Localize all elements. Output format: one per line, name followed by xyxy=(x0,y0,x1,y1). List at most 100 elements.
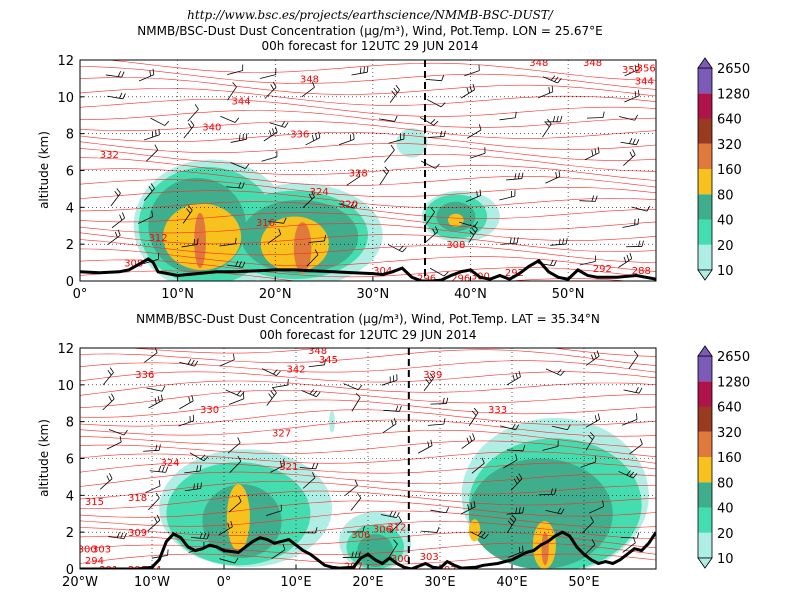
wind-barb-flag xyxy=(545,121,550,128)
wind-barb-flag xyxy=(188,396,191,403)
wind-barb-flag xyxy=(435,163,440,169)
wind-barb-flag xyxy=(148,185,153,192)
wind-barb-flag xyxy=(190,359,195,366)
wind-barb xyxy=(305,137,321,146)
wind-barb xyxy=(621,537,638,539)
wind-barb xyxy=(144,134,160,141)
theta-contour xyxy=(80,248,656,272)
wind-barb-flag xyxy=(119,214,123,221)
wind-barb-flag xyxy=(557,507,561,514)
theta-label: 308 xyxy=(446,240,465,251)
wind-barb xyxy=(429,267,445,277)
wind-barb-flag xyxy=(430,439,433,446)
wind-barb-flag xyxy=(123,532,127,539)
wind-barb-flag xyxy=(436,526,440,533)
wind-barb xyxy=(226,264,243,268)
wind-barb-flag xyxy=(522,506,525,514)
wind-barb xyxy=(421,530,438,533)
wind-barb-flag xyxy=(638,387,643,394)
wind-barb xyxy=(586,117,603,119)
wind-barb-flag xyxy=(479,189,482,196)
wind-barb xyxy=(588,506,604,514)
wind-barb xyxy=(428,136,445,138)
wind-barb xyxy=(631,206,648,212)
wind-barb-flag xyxy=(558,170,561,177)
theta-label: 312 xyxy=(387,523,406,534)
wind-barb xyxy=(538,493,555,496)
wind-barb-flag xyxy=(594,195,598,202)
wind-barb-flag xyxy=(187,359,192,365)
x-tick-label: 40°N xyxy=(454,287,487,302)
wind-barb xyxy=(426,99,442,108)
wind-barb xyxy=(143,188,155,201)
wind-barb-flag xyxy=(518,546,521,553)
theta-contour xyxy=(80,349,656,366)
wind-barb xyxy=(184,488,201,492)
wind-barb-flag xyxy=(442,397,445,404)
y-tick-label: 4 xyxy=(66,201,74,216)
wind-barb xyxy=(469,152,486,159)
wind-barb-flag xyxy=(355,392,361,398)
wind-barb-flag xyxy=(632,149,636,155)
theta-label: 288 xyxy=(632,266,651,277)
wind-barb-flag xyxy=(427,375,432,382)
y-tick-label: 10 xyxy=(57,91,74,106)
wind-barb-flag xyxy=(629,471,635,477)
wind-barb-flag xyxy=(154,144,159,151)
wind-barb-flag xyxy=(626,470,631,476)
wind-barb xyxy=(542,445,559,451)
wind-barb xyxy=(267,233,281,244)
wind-barb-flag xyxy=(467,504,470,511)
dust-region-80 xyxy=(448,213,464,227)
wind-barb-flag xyxy=(481,457,485,464)
wind-barb xyxy=(430,509,447,514)
wind-barb-flag xyxy=(269,130,272,137)
x-tick-label: 10°N xyxy=(161,287,194,302)
theta-label: 306 xyxy=(351,530,370,541)
wind-barb-flag xyxy=(434,226,439,232)
wind-barb-flag xyxy=(311,134,314,141)
wind-barb-flag xyxy=(391,90,396,96)
wind-barb-flag xyxy=(552,115,556,122)
theta-label: 297 xyxy=(438,565,457,576)
wind-barb xyxy=(506,376,521,386)
wind-barb-flag xyxy=(473,500,476,507)
wind-barb-flag xyxy=(557,369,562,375)
wind-barb-flag xyxy=(591,195,595,202)
wind-barb-flag xyxy=(591,149,594,156)
wind-barb xyxy=(388,543,398,558)
theta-label: 344 xyxy=(635,76,654,87)
wind-barb-flag xyxy=(268,393,273,399)
wind-barb-flag xyxy=(440,102,446,108)
wind-barb-flag xyxy=(433,120,439,126)
theta-label: 348 xyxy=(583,58,602,69)
wind-barb-flag xyxy=(165,466,169,473)
colorbar-label: 320 xyxy=(717,138,742,153)
wind-barb-flag xyxy=(238,261,242,267)
wind-barb xyxy=(110,192,121,207)
wind-barb-flag xyxy=(203,456,209,462)
wind-barb-flag xyxy=(565,238,568,245)
wind-barb xyxy=(264,86,277,99)
wind-barb-flag xyxy=(161,466,165,473)
wind-barb xyxy=(149,470,166,473)
wind-barb-flag xyxy=(636,139,640,145)
wind-barb xyxy=(147,520,161,532)
y-axis-label: altitude (km) xyxy=(37,131,51,209)
orography-line xyxy=(80,257,656,281)
wind-barb xyxy=(338,203,355,209)
wind-barb-flag xyxy=(241,182,245,189)
theta-contour xyxy=(80,239,656,263)
wind-barb xyxy=(460,506,476,515)
wind-barb-flag xyxy=(108,395,113,402)
wind-barb-flag xyxy=(279,460,282,467)
wind-barb-flag xyxy=(590,516,594,523)
wind-barb-flag xyxy=(234,557,239,564)
colorbar-swatch xyxy=(698,457,712,483)
theta-label: 303 xyxy=(420,552,439,563)
wind-barb xyxy=(383,409,400,412)
theta-label: 324 xyxy=(310,187,329,198)
wind-barb-flag xyxy=(186,208,191,214)
wind-barb-flag xyxy=(634,91,637,98)
wind-barb-flag xyxy=(158,444,161,451)
